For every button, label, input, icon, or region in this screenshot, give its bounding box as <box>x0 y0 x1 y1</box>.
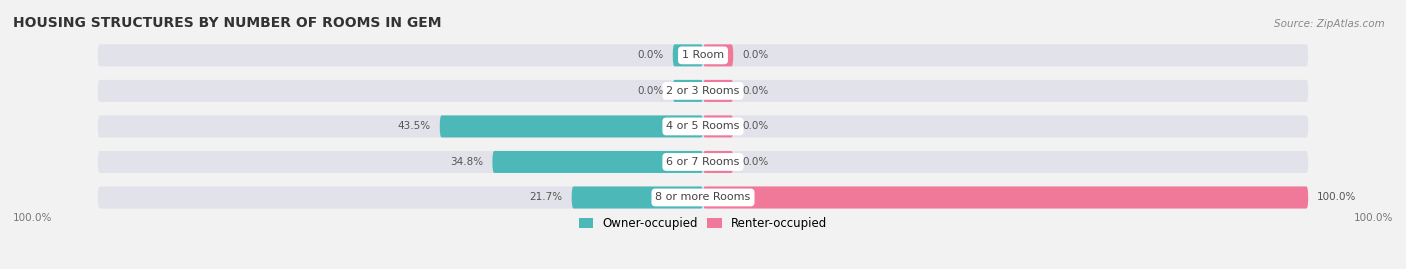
FancyBboxPatch shape <box>98 186 1308 208</box>
Text: 6 or 7 Rooms: 6 or 7 Rooms <box>666 157 740 167</box>
FancyBboxPatch shape <box>492 151 703 173</box>
FancyBboxPatch shape <box>672 80 703 102</box>
FancyBboxPatch shape <box>703 186 1308 208</box>
Text: HOUSING STRUCTURES BY NUMBER OF ROOMS IN GEM: HOUSING STRUCTURES BY NUMBER OF ROOMS IN… <box>13 16 441 30</box>
FancyBboxPatch shape <box>703 80 734 102</box>
FancyBboxPatch shape <box>98 44 1308 66</box>
Text: 4 or 5 Rooms: 4 or 5 Rooms <box>666 121 740 132</box>
FancyBboxPatch shape <box>440 115 703 137</box>
Text: 2 or 3 Rooms: 2 or 3 Rooms <box>666 86 740 96</box>
Text: 0.0%: 0.0% <box>742 157 769 167</box>
FancyBboxPatch shape <box>672 44 703 66</box>
Text: 100.0%: 100.0% <box>13 213 52 223</box>
FancyBboxPatch shape <box>98 115 1308 137</box>
FancyBboxPatch shape <box>98 80 1308 102</box>
FancyBboxPatch shape <box>703 151 734 173</box>
Text: 0.0%: 0.0% <box>742 50 769 60</box>
Text: Source: ZipAtlas.com: Source: ZipAtlas.com <box>1274 19 1385 29</box>
Text: 21.7%: 21.7% <box>530 193 562 203</box>
Text: 0.0%: 0.0% <box>742 86 769 96</box>
Text: 0.0%: 0.0% <box>742 121 769 132</box>
FancyBboxPatch shape <box>98 151 1308 173</box>
FancyBboxPatch shape <box>703 115 734 137</box>
Text: 43.5%: 43.5% <box>398 121 430 132</box>
FancyBboxPatch shape <box>703 44 734 66</box>
Text: 100.0%: 100.0% <box>1317 193 1357 203</box>
Legend: Owner-occupied, Renter-occupied: Owner-occupied, Renter-occupied <box>579 217 827 230</box>
Text: 0.0%: 0.0% <box>637 86 664 96</box>
Text: 1 Room: 1 Room <box>682 50 724 60</box>
Text: 100.0%: 100.0% <box>1354 213 1393 223</box>
FancyBboxPatch shape <box>572 186 703 208</box>
Text: 8 or more Rooms: 8 or more Rooms <box>655 193 751 203</box>
Text: 0.0%: 0.0% <box>637 50 664 60</box>
Text: 34.8%: 34.8% <box>450 157 484 167</box>
